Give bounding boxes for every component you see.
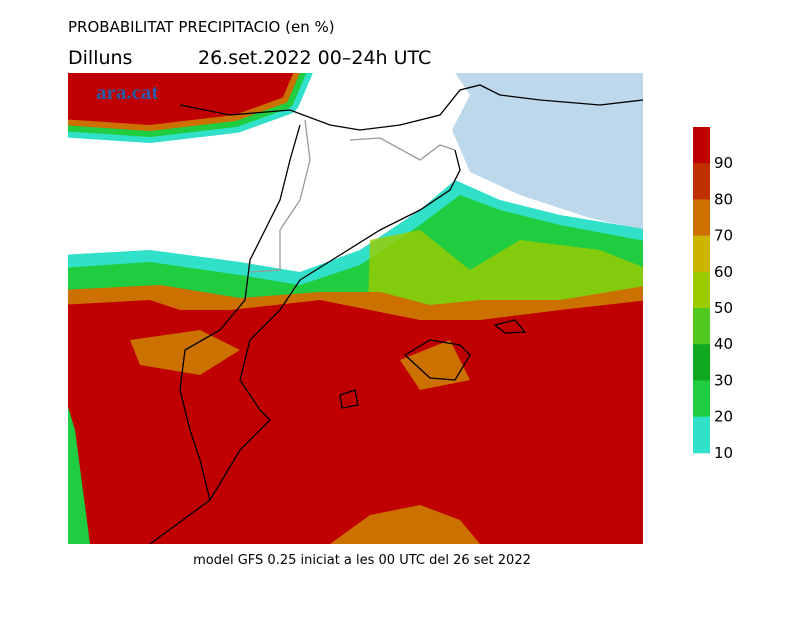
colorbar-label: 40 xyxy=(714,335,733,353)
colorbar-label: 30 xyxy=(714,371,733,389)
precip-bottom xyxy=(68,180,643,544)
footer: model GFS 0.25 iniciat a les 00 UTC del … xyxy=(193,553,531,568)
day: Dilluns xyxy=(68,47,132,69)
colorbar: 90 80 70 60 50 40 30 20 10 xyxy=(693,127,733,462)
borders xyxy=(249,119,456,273)
colorbar-segment xyxy=(693,308,710,345)
colorbar-label: 80 xyxy=(714,190,733,208)
colorbar-label: 90 xyxy=(714,154,733,172)
sea xyxy=(452,73,643,230)
coastline xyxy=(149,84,643,544)
date: 26.set.2022 00–24h UTC xyxy=(198,47,431,69)
colorbar-segment xyxy=(693,163,710,200)
colorbar-segment xyxy=(693,235,710,273)
map: ara.cat xyxy=(68,73,643,544)
colorbar-label: 70 xyxy=(714,227,733,245)
colorbar-segment xyxy=(693,127,710,164)
colorbar-label: 60 xyxy=(714,263,733,281)
title: PROBABILITAT PRECIPITACIO (en %) xyxy=(68,18,335,36)
colorbar-segment xyxy=(693,380,710,418)
colorbar-label: 10 xyxy=(714,444,733,462)
watermark: ara.cat xyxy=(96,80,158,104)
colorbar-label: 20 xyxy=(714,408,733,426)
colorbar-label: 50 xyxy=(714,299,733,317)
colorbar-segment xyxy=(693,344,710,381)
colorbar-segment xyxy=(693,199,710,237)
colorbar-segment xyxy=(693,271,710,309)
colorbar-segment xyxy=(693,416,710,454)
